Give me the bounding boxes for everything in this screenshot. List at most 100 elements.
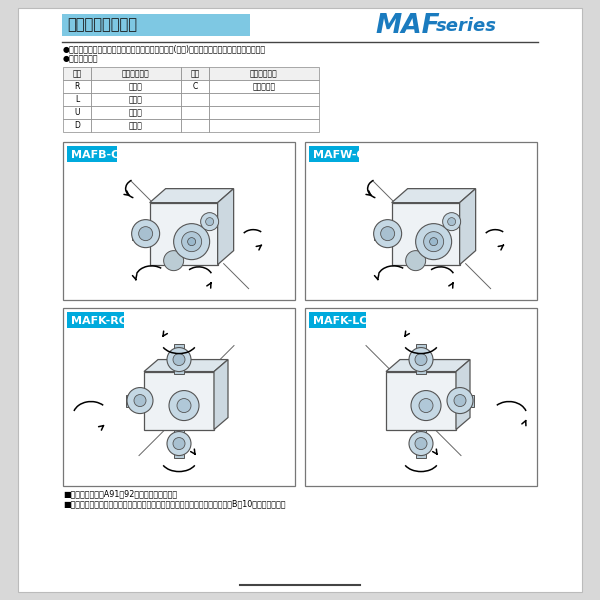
Circle shape	[127, 388, 153, 413]
Text: MAFB-C: MAFB-C	[71, 150, 119, 160]
Circle shape	[167, 347, 191, 371]
Text: 上　側: 上 側	[129, 108, 143, 117]
Polygon shape	[144, 359, 228, 371]
Bar	[209, 67, 319, 80]
Polygon shape	[218, 188, 233, 265]
Bar	[309, 146, 359, 162]
Text: 軸配置と回転方向: 軸配置と回転方向	[67, 17, 137, 32]
Text: 出力軸の方向: 出力軸の方向	[122, 69, 150, 78]
Circle shape	[164, 251, 184, 271]
Text: ●軸配置は入力軸またはモータを手前にして出力軸(青色)の出ている方向で決定して下さい。: ●軸配置は入力軸またはモータを手前にして出力軸(青色)の出ている方向で決定して下…	[63, 44, 266, 53]
Polygon shape	[392, 188, 476, 203]
Circle shape	[374, 220, 401, 248]
Bar	[63, 142, 295, 300]
Circle shape	[454, 395, 466, 407]
Text: C: C	[193, 82, 197, 91]
Bar	[386, 371, 456, 430]
Text: 下　側: 下 側	[129, 121, 143, 130]
Circle shape	[448, 218, 455, 226]
Bar	[63, 93, 91, 106]
Circle shape	[182, 232, 202, 251]
Bar	[181, 93, 209, 106]
Bar	[91, 67, 181, 80]
Circle shape	[430, 238, 437, 245]
Bar	[174, 344, 184, 374]
Text: R: R	[74, 82, 80, 91]
Bar	[63, 67, 91, 80]
Circle shape	[443, 212, 461, 230]
Bar	[181, 80, 209, 93]
Bar	[91, 93, 181, 106]
Text: D: D	[74, 121, 80, 130]
Text: ■軸配置の詳細はA91・92を参照して下さい。: ■軸配置の詳細はA91・92を参照して下さい。	[63, 489, 177, 498]
Bar	[91, 106, 181, 119]
Bar	[63, 308, 295, 486]
Bar	[62, 14, 250, 36]
Circle shape	[380, 227, 395, 241]
Text: MAF: MAF	[375, 13, 440, 39]
Circle shape	[188, 238, 196, 245]
Text: 出力軸の方向: 出力軸の方向	[250, 69, 278, 78]
Text: 左　側: 左 側	[129, 95, 143, 104]
Bar	[181, 119, 209, 132]
Bar	[309, 312, 366, 328]
Text: 出力軸双軸: 出力軸双軸	[253, 82, 275, 91]
Circle shape	[447, 388, 473, 413]
Polygon shape	[386, 359, 470, 371]
Bar	[209, 80, 319, 93]
Bar	[131, 227, 152, 239]
Bar	[91, 80, 181, 93]
Circle shape	[200, 212, 218, 230]
Bar	[305, 142, 537, 300]
Bar	[181, 106, 209, 119]
Circle shape	[411, 391, 441, 421]
Bar	[63, 106, 91, 119]
Circle shape	[173, 353, 185, 365]
Bar	[374, 227, 394, 239]
Bar	[67, 146, 117, 162]
Circle shape	[131, 220, 160, 248]
Polygon shape	[460, 188, 476, 265]
Bar	[63, 80, 91, 93]
Text: MAFK-RC: MAFK-RC	[71, 316, 127, 326]
Bar	[181, 67, 209, 80]
Circle shape	[415, 437, 427, 449]
Circle shape	[409, 347, 433, 371]
Bar	[63, 119, 91, 132]
Polygon shape	[456, 359, 470, 430]
Circle shape	[406, 251, 425, 271]
Bar	[91, 119, 181, 132]
Bar	[209, 119, 319, 132]
Text: ■特殊な取付状態については、当社へお問い合わせ下さい。なお、参考としてB－10をご覧下さい。: ■特殊な取付状態については、当社へお問い合わせ下さい。なお、参考としてB－10を…	[63, 499, 286, 508]
Circle shape	[134, 395, 146, 407]
Circle shape	[206, 218, 214, 226]
Polygon shape	[214, 359, 228, 430]
Bar	[209, 106, 319, 119]
Bar	[305, 308, 537, 486]
Circle shape	[139, 227, 152, 241]
Bar	[149, 203, 218, 265]
Text: MAFW-C: MAFW-C	[313, 150, 365, 160]
Text: series: series	[436, 17, 497, 35]
Circle shape	[415, 353, 427, 365]
Text: 右　側: 右 側	[129, 82, 143, 91]
Bar	[209, 93, 319, 106]
Text: 記号: 記号	[190, 69, 200, 78]
Circle shape	[173, 224, 209, 260]
Bar	[126, 395, 146, 407]
Text: L: L	[75, 95, 79, 104]
Bar	[144, 371, 214, 430]
Bar	[416, 430, 426, 458]
Text: ●軸配置の記号: ●軸配置の記号	[63, 54, 98, 63]
Bar	[174, 430, 184, 458]
Text: U: U	[74, 108, 80, 117]
Circle shape	[167, 431, 191, 455]
Circle shape	[173, 437, 185, 449]
Circle shape	[409, 431, 433, 455]
Polygon shape	[149, 188, 233, 203]
Text: MAFK-LC: MAFK-LC	[313, 316, 367, 326]
Circle shape	[424, 232, 443, 251]
Bar	[416, 344, 426, 374]
Circle shape	[177, 398, 191, 413]
Circle shape	[169, 391, 199, 421]
